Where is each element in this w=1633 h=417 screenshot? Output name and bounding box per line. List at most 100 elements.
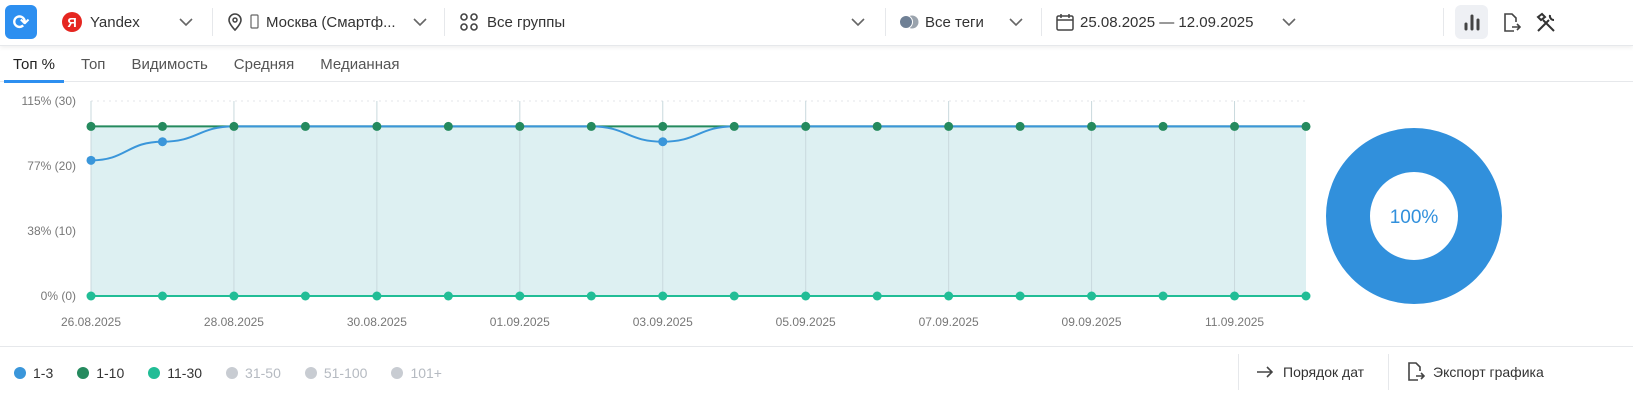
chevron-down-icon[interactable] [848,12,868,32]
region-select[interactable]: Москва (Смартф... [226,0,396,44]
legend-item-101+[interactable]: 101+ [391,365,442,381]
tab-top[interactable]: Топ [80,56,106,73]
x-tick-label: 09.09.2025 [1062,315,1122,329]
data-point-11-30 [658,291,668,301]
refresh-icon: ⟳ [12,11,30,34]
divider [212,8,213,36]
settings-tools-button[interactable] [1531,8,1561,38]
grid-icon [460,13,478,31]
chevron-down-icon[interactable] [410,12,430,32]
legend-item-11-30[interactable]: 11-30 [148,365,202,381]
legend-label: 101+ [410,364,442,381]
donut-chart: 100% [1326,128,1502,304]
data-point-11-30 [1230,291,1240,301]
legend-dot [226,366,239,379]
area-fill [91,126,1306,296]
x-tick-label: 26.08.2025 [61,315,121,329]
data-point-1-10 [157,121,167,131]
x-tick-label: 03.09.2025 [633,315,693,329]
date-order-button[interactable]: Порядок дат [1238,354,1364,390]
data-point-11-30 [372,291,382,301]
legend-dot [14,366,26,379]
data-point-1-10 [372,121,382,131]
date-range-select[interactable]: 25.08.2025 — 12.09.2025 [1055,0,1253,44]
smartphone-icon [250,14,259,29]
data-point-11-30 [86,291,96,301]
data-point-1-3 [157,137,167,147]
legend-label: 1-3 [33,364,54,381]
divider [885,8,886,36]
bar-chart-icon [1464,14,1479,31]
legend-item-31-50[interactable]: 31-50 [226,365,281,381]
legend-label: 51-100 [323,364,368,381]
location-pin-icon [228,13,242,32]
groups-select[interactable]: Все группы [459,0,565,44]
legend-dot [304,366,317,379]
data-point-1-10 [1015,121,1025,131]
data-point-1-10 [300,121,310,131]
tab-median[interactable]: Медианная [320,56,400,73]
data-point-1-10 [1230,121,1240,131]
chevron-down-icon[interactable] [176,12,196,32]
toolbar: ⟳ Я Yandex Москва (Смартф... Все группы В… [0,0,1633,46]
chevron-down-icon[interactable] [1006,12,1026,32]
legend-item-1-10[interactable]: 1-10 [77,365,124,381]
data-point-11-30 [729,291,739,301]
tab-average[interactable]: Средняя [233,56,295,73]
data-point-1-10 [86,121,96,131]
data-point-1-10 [872,121,882,131]
legend-dot [148,366,161,379]
chevron-down-icon[interactable] [1279,12,1299,32]
legend-label: 1-10 [96,364,125,381]
x-tick-label: 05.09.2025 [776,315,836,329]
yandex-logo-icon: Я [62,12,82,32]
legend-label: 31-50 [245,364,281,381]
tags-select[interactable]: Все теги [898,0,984,44]
refresh-button[interactable]: ⟳ [5,5,37,39]
data-point-11-30 [586,291,596,301]
data-point-1-10 [443,121,453,131]
chart-view-button[interactable] [1455,5,1488,39]
search-engine-select[interactable]: Я Yandex [62,0,140,44]
calendar-icon [1056,14,1074,31]
data-point-1-3 [86,155,96,165]
legend-item-1-3[interactable]: 1-3 [14,365,53,381]
x-tick-label: 11.09.2025 [1205,315,1264,329]
data-point-11-30 [801,291,811,301]
divider [1041,8,1042,36]
data-point-11-30 [300,291,310,301]
file-export-icon [1504,13,1521,32]
tools-icon [1536,12,1555,32]
tags-icon [899,15,919,29]
legend-label: 11-30 [167,364,203,381]
donut-center-label: 100% [1390,207,1439,228]
region-label: Москва (Смартф... [266,13,396,31]
legend-dot [77,366,90,379]
data-point-11-30 [1158,291,1168,301]
data-point-11-30 [872,291,882,301]
data-point-1-10 [1087,121,1097,131]
data-point-11-30 [1015,291,1025,301]
y-tick-label: 115% (30) [22,94,76,108]
data-point-11-30 [157,291,167,301]
data-point-1-10 [515,121,525,131]
tab-visibility[interactable]: Видимость [131,56,208,73]
data-point-11-30 [515,291,525,301]
data-point-1-10 [586,121,596,131]
donut-slice-1-3 [1326,128,1502,304]
metric-tabs: Топ % Топ Видимость Средняя Медианная [0,48,1633,83]
data-point-11-30 [944,291,954,301]
data-point-1-10 [944,121,954,131]
y-tick-label: 0% (0) [41,289,76,303]
legend-item-51-100[interactable]: 51-100 [304,364,368,381]
x-tick-label: 07.09.2025 [919,315,979,329]
line-chart: 0% (0) 38% (10) 77% (20) 115% (30) 26.08.202… [22,94,1311,329]
export-chart-button[interactable]: Экспорт графика [1388,354,1544,390]
tab-top-percent[interactable]: Топ % [0,48,68,83]
arrow-right-icon [1257,366,1274,378]
data-point-11-30 [1301,291,1311,301]
data-point-1-10 [658,121,668,131]
data-point-1-10 [729,121,739,131]
y-tick-label: 38% (10) [27,224,76,238]
export-file-button[interactable] [1496,8,1526,38]
